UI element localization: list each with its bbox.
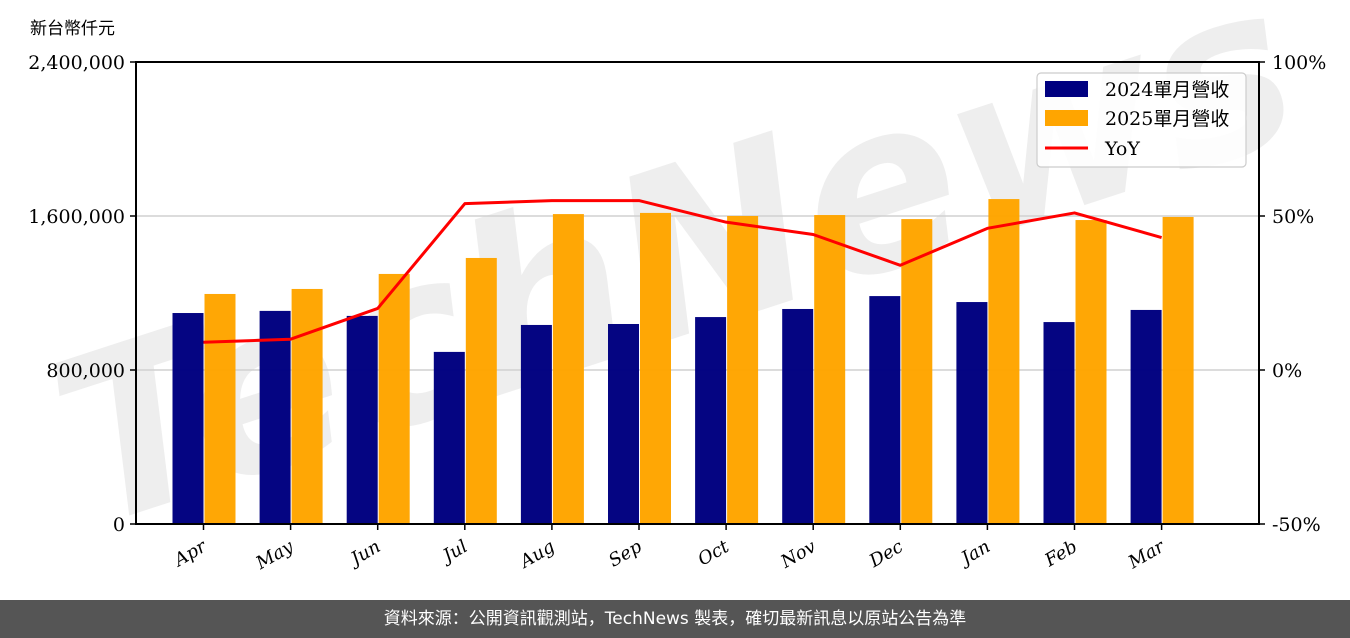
x-tick-label: Aug <box>515 536 559 573</box>
bar-2024 <box>259 310 291 524</box>
bar-2025 <box>727 216 759 524</box>
footer-source: 資料來源：公開資訊觀測站，TechNews 製表，確切最新訊息以原站公告為準 <box>0 600 1350 638</box>
legend-label: YoY <box>1104 138 1140 160</box>
yoy-line <box>203 199 1163 344</box>
bar-2024 <box>1130 309 1162 524</box>
bar-2024 <box>782 308 814 524</box>
bar-2024 <box>172 313 204 524</box>
x-tick-label: Mar <box>1124 535 1169 573</box>
bar-2025 <box>465 257 497 524</box>
bar-2025 <box>814 215 846 524</box>
bar-2025 <box>901 219 933 524</box>
bar-2025 <box>1162 216 1194 524</box>
bar-2025 <box>204 293 236 524</box>
bar-2024 <box>346 315 378 524</box>
legend-box <box>1036 72 1247 168</box>
legend-label: 2025單月營收 <box>1105 108 1229 130</box>
bar-2025 <box>1075 220 1107 525</box>
bar-2024 <box>608 323 639 524</box>
bar-2025 <box>640 212 671 525</box>
bars <box>172 199 1194 525</box>
y-tick-label: 800,000 <box>46 360 125 382</box>
bar-2024 <box>520 324 552 524</box>
plot-frame <box>135 61 1260 525</box>
y-tick-label: 2,400,000 <box>28 52 125 74</box>
legend-swatch <box>1045 81 1088 97</box>
y-tick-label: 1,600,000 <box>28 206 125 228</box>
legend-label: 2024單月營收 <box>1105 79 1229 101</box>
y2-tick-label: -50% <box>1272 514 1321 536</box>
y-tick-label: 0 <box>113 514 125 536</box>
x-tick-label: Jun <box>344 536 384 571</box>
y2-tick-label: 0% <box>1272 360 1302 382</box>
x-tick-label: Feb <box>1040 536 1081 572</box>
y2-tick-label: 100% <box>1272 52 1326 74</box>
bar-2024 <box>1043 322 1075 524</box>
x-tick-label: Sep <box>605 536 646 572</box>
bar-2024 <box>433 351 465 524</box>
bar-2025 <box>988 199 1020 524</box>
y2-tick-label: 50% <box>1272 206 1314 228</box>
y-axis-unit-label: 新台幣仟元 <box>30 19 115 39</box>
legend: 2024單月營收 2025單月營收 YoY <box>1036 72 1247 168</box>
bar-2025 <box>291 288 323 524</box>
bar-2024 <box>869 296 901 524</box>
yoy-polyline <box>203 199 1163 344</box>
x-tick-label: Dec <box>865 536 907 572</box>
x-tick-label: Jan <box>954 536 994 571</box>
x-tick-label: Nov <box>776 536 819 573</box>
bar-2025 <box>378 273 410 524</box>
x-tick-label: Oct <box>694 536 733 571</box>
chart: TechNews 0800,0001,600,0002,400,000-50%0… <box>25 0 1326 580</box>
bar-2024 <box>956 302 988 524</box>
x-tick-label: May <box>252 536 298 575</box>
bar-2024 <box>695 317 727 524</box>
legend-swatch <box>1045 110 1088 126</box>
bar-2025 <box>552 214 584 524</box>
x-tick-label: Jul <box>436 536 471 569</box>
